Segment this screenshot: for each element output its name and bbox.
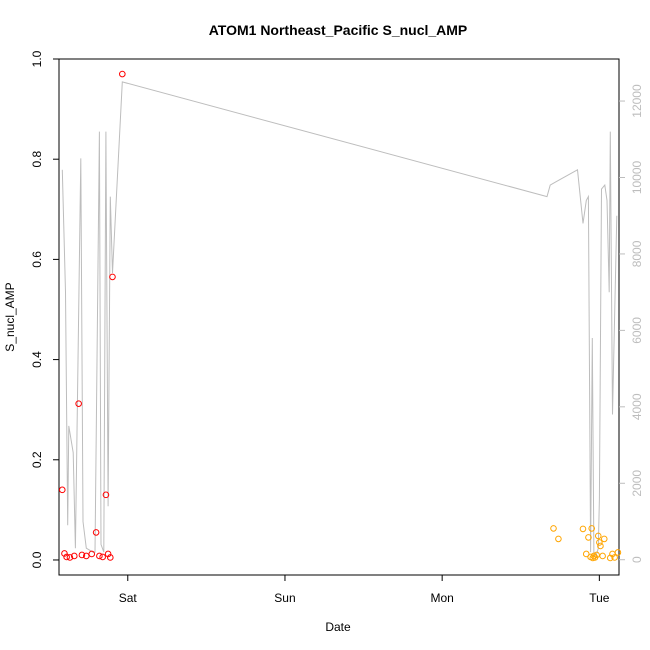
point-orange-4 bbox=[585, 534, 592, 541]
y2-tick-label-4: 8000 bbox=[630, 240, 644, 267]
point-red-0 bbox=[58, 486, 66, 494]
y-axis: 0.0 0.2 0.4 0.6 0.8 1.0 bbox=[30, 50, 59, 568]
point-orange-13 bbox=[597, 542, 604, 550]
point-orange-12 bbox=[596, 539, 603, 546]
point-orange-19 bbox=[614, 549, 622, 556]
point-red-16 bbox=[119, 70, 126, 78]
point-red-9 bbox=[92, 529, 100, 536]
y2-tick-label-6: 12000 bbox=[630, 84, 644, 118]
y-tick-label-0: 0.0 bbox=[30, 551, 44, 568]
x-axis-label: Date bbox=[325, 620, 351, 634]
x-axis: Sat Sun Mon Tue bbox=[119, 575, 610, 605]
y-axis-label: S_nucl_AMP bbox=[3, 282, 17, 351]
point-orange-18 bbox=[611, 554, 618, 561]
point-red-3 bbox=[66, 554, 74, 561]
y-tick-label-4: 0.8 bbox=[30, 151, 44, 168]
point-orange-0 bbox=[550, 525, 557, 532]
point-red-1 bbox=[61, 550, 68, 557]
point-red-8 bbox=[88, 550, 96, 558]
point-orange-2 bbox=[579, 525, 587, 533]
line-layer bbox=[61, 81, 618, 557]
y2-tick-label-3: 6000 bbox=[630, 317, 644, 344]
point-orange-11 bbox=[594, 532, 602, 540]
y-tick-label-1: 0.2 bbox=[30, 451, 44, 468]
point-red-6 bbox=[78, 551, 86, 559]
y-tick-label-5: 1.0 bbox=[30, 50, 44, 67]
point-orange-15 bbox=[600, 535, 608, 543]
point-red-13 bbox=[104, 550, 112, 558]
x-tick-label-1: Sun bbox=[274, 591, 295, 605]
plot-frame bbox=[58, 58, 620, 576]
point-red-10 bbox=[96, 552, 103, 560]
y-tick-label-3: 0.6 bbox=[30, 251, 44, 268]
point-red-2 bbox=[63, 553, 70, 561]
x-tick-label-2: Mon bbox=[430, 591, 453, 605]
point-orange-6 bbox=[588, 525, 596, 532]
point-red-4 bbox=[70, 552, 78, 560]
point-orange-10 bbox=[593, 551, 600, 559]
points-layer bbox=[58, 70, 622, 562]
point-red-5 bbox=[75, 400, 82, 407]
point-orange-3 bbox=[582, 550, 590, 558]
point-red-14 bbox=[107, 554, 114, 561]
y2-tick-label-0: 0 bbox=[630, 556, 644, 563]
point-red-15 bbox=[109, 273, 116, 281]
x-tick-label-3: Tue bbox=[589, 591, 610, 605]
y2-axis: 0 2000 4000 6000 8000 10000 12000 bbox=[619, 84, 644, 563]
y-tick-label-2: 0.4 bbox=[30, 351, 44, 368]
point-orange-1 bbox=[555, 535, 562, 543]
point-red-11 bbox=[99, 553, 106, 561]
line-series bbox=[61, 81, 618, 557]
y2-tick-label-5: 10000 bbox=[630, 160, 644, 194]
y2-tick-label-1: 2000 bbox=[630, 470, 644, 497]
point-red-12 bbox=[102, 491, 110, 499]
y2-tick-label-2: 4000 bbox=[630, 393, 644, 420]
point-orange-14 bbox=[599, 552, 606, 560]
chart-title: ATOM1 Northeast_Pacific S_nucl_AMP bbox=[209, 22, 468, 38]
point-red-7 bbox=[82, 552, 90, 560]
x-tick-label-0: Sat bbox=[119, 591, 138, 605]
